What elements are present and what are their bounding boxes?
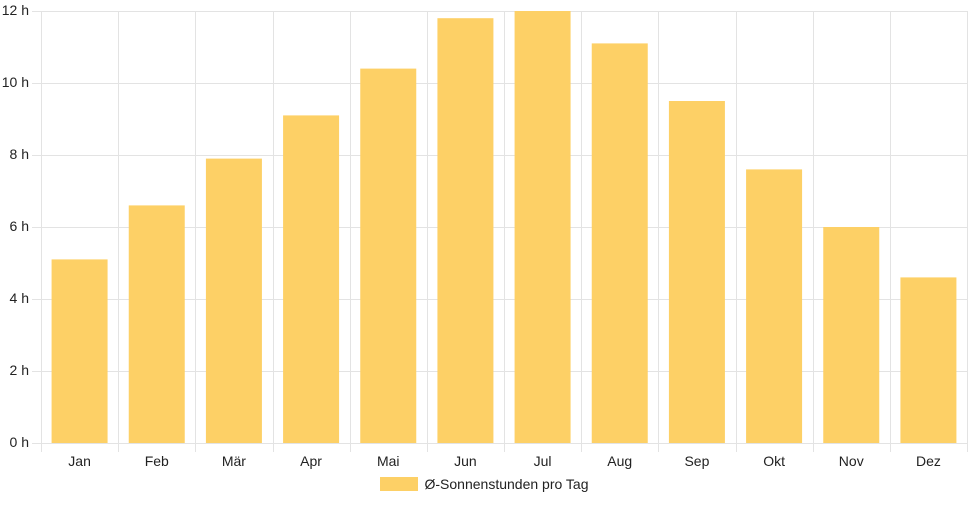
y-tick-label: 12 h xyxy=(2,2,29,18)
y-tick-label: 8 h xyxy=(10,146,29,162)
x-tick-label: Apr xyxy=(300,453,322,469)
x-tick-label: Jul xyxy=(534,453,552,469)
bar-feb xyxy=(128,205,185,443)
bar-dez xyxy=(900,277,957,443)
y-tick-label: 10 h xyxy=(2,74,29,90)
x-tick-label: Sep xyxy=(684,453,709,469)
legend-label: Ø-Sonnenstunden pro Tag xyxy=(424,476,589,492)
x-tick-label: Jan xyxy=(68,453,91,469)
bar-okt xyxy=(746,169,803,443)
x-tick-label: Mär xyxy=(222,453,246,469)
bar-jul xyxy=(514,11,571,443)
bar-chart: 0 h 2 h 4 h 6 h 8 h 10 h 12 h Jan Feb Mär Apr Mai Ju… xyxy=(2,2,968,469)
x-tick-label: Aug xyxy=(607,453,632,469)
x-tick-label: Feb xyxy=(145,453,169,469)
bar-sep xyxy=(668,101,725,443)
legend: Ø-Sonnenstunden pro Tag xyxy=(0,476,968,492)
x-tick-label: Okt xyxy=(763,453,785,469)
bar-aug xyxy=(591,43,648,444)
y-tick-label: 4 h xyxy=(10,290,29,306)
x-tick-label: Mai xyxy=(377,453,400,469)
bar-mai xyxy=(360,68,417,443)
y-tick-label: 6 h xyxy=(10,218,29,234)
y-tick-label: 2 h xyxy=(10,362,29,378)
x-tick-label: Dez xyxy=(916,453,941,469)
bar-nov xyxy=(823,227,880,443)
bar-apr xyxy=(283,115,340,444)
bar-jun xyxy=(437,18,494,443)
bar-mär xyxy=(205,158,262,443)
x-tick-label: Jun xyxy=(454,453,477,469)
x-tick-label: Nov xyxy=(839,453,864,469)
y-tick-label: 0 h xyxy=(10,434,29,450)
bar-jan xyxy=(51,259,108,443)
legend-swatch xyxy=(379,477,418,491)
